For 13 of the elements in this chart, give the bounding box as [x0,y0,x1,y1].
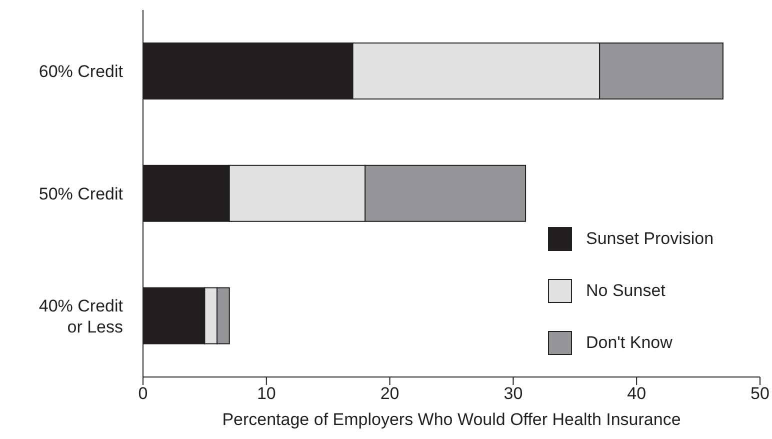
x-tick-label: 20 [380,384,400,404]
x-axis-title: Percentage of Employers Who Would Offer Health Insurance [222,410,681,429]
y-tick-label: 40% Credit or Less [38,296,124,336]
y-tick-label: 60% Credit [38,62,124,81]
x-tick-label: 30 [504,384,523,404]
legend-label: Sunset Provision [586,229,714,249]
x-tick-label: 50 [750,384,770,404]
y-tick-label: 50% Credit [38,184,124,203]
legend-label: No Sunset [586,281,666,301]
x-tick-label: 40 [627,384,646,404]
legend-label: Don't Know [586,333,672,353]
x-tick-label: 0 [138,384,148,404]
x-tick-label: 10 [256,384,276,404]
